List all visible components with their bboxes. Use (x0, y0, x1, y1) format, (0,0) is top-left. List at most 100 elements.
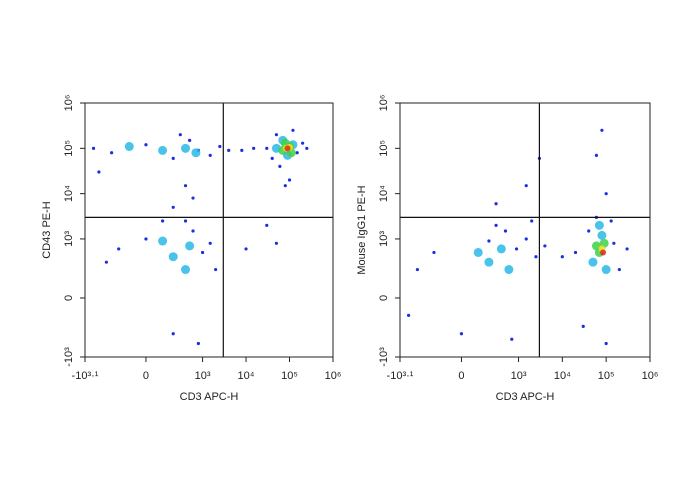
data-point (295, 151, 299, 155)
x-tick-label: 0 (458, 370, 464, 382)
x-axis-label: CD3 APC-H (180, 391, 239, 403)
data-point (227, 148, 231, 153)
data-point (208, 153, 212, 157)
data-point (274, 241, 279, 245)
data-point (524, 237, 528, 241)
data-point (214, 267, 218, 272)
data-point (191, 229, 195, 233)
x-tick-label: 10⁴ (238, 370, 255, 382)
data-point (171, 156, 175, 160)
data-point (573, 250, 578, 255)
y-tick-label: -10³ (378, 347, 390, 367)
data-point (530, 219, 534, 223)
data-point (244, 247, 248, 251)
data-point (604, 192, 608, 196)
data-point (604, 341, 608, 346)
data-point (612, 241, 616, 245)
data-point (185, 241, 195, 251)
x-tick-label: 10⁵ (598, 370, 615, 382)
data-point (291, 128, 295, 132)
data-point (617, 267, 621, 272)
data-point (158, 236, 168, 246)
y-tick-label: 10³ (378, 231, 390, 247)
data-point (144, 237, 148, 241)
data-point (252, 146, 256, 150)
data-point (560, 255, 564, 259)
data-point (581, 324, 585, 328)
x-tick-label: 10⁵ (281, 370, 298, 382)
data-point (594, 153, 599, 157)
data-point (274, 133, 279, 137)
x-tick-label: 0 (143, 370, 149, 382)
data-point (473, 247, 483, 257)
y-tick-label: 0 (63, 295, 75, 301)
y-tick-label: 10⁵ (63, 140, 75, 157)
y-tick-label: 10⁴ (63, 185, 75, 202)
data-point (510, 337, 514, 341)
data-point (484, 257, 494, 267)
data-point (594, 220, 604, 230)
data-point (270, 156, 274, 160)
plot-frame (84, 102, 334, 358)
y-tick-label: 10⁶ (378, 95, 390, 112)
data-point (287, 178, 292, 182)
data-point (104, 260, 108, 264)
data-point (265, 146, 269, 150)
data-point (240, 148, 244, 153)
data-point (161, 219, 165, 223)
data-point (543, 244, 547, 248)
data-point (91, 146, 96, 150)
plot-points (91, 128, 309, 346)
data-point (432, 250, 436, 255)
x-tick-label: 10³ (511, 370, 527, 382)
y-tick-label: -10³ (63, 347, 75, 367)
data-point (496, 244, 506, 254)
data-point (171, 205, 175, 209)
data-point (301, 141, 305, 145)
x-tick-label: -10³·¹ (387, 370, 414, 382)
x-tick-label: 10⁶ (325, 370, 342, 382)
data-point (503, 229, 508, 233)
data-point (601, 265, 611, 275)
y-tick-label: 10⁵ (378, 140, 390, 157)
data-point (208, 241, 212, 245)
data-point (183, 184, 188, 188)
data-point (600, 249, 607, 256)
data-point (191, 196, 195, 200)
data-point (124, 141, 134, 151)
data-point (178, 133, 182, 137)
data-point (218, 144, 222, 149)
data-point (587, 229, 591, 233)
data-point (406, 313, 411, 317)
x-axis-label: CD3 APC-H (496, 391, 555, 403)
y-tick-label: 10³ (63, 231, 75, 247)
data-point (283, 184, 287, 188)
data-point (168, 252, 178, 262)
data-point (158, 145, 168, 155)
x-tick-label: 10⁴ (554, 370, 571, 382)
y-axis-label: Mouse IgG1 PE-H (356, 185, 368, 274)
data-point (494, 202, 498, 206)
data-point (200, 250, 205, 255)
y-tick-label: 10⁶ (63, 95, 75, 112)
data-point (415, 267, 420, 272)
data-point (196, 341, 200, 346)
data-point (144, 143, 148, 147)
y-axis-label: CD43 PE-H (41, 201, 53, 259)
plot-points (406, 128, 629, 346)
plot-frame (399, 102, 651, 358)
data-point (191, 148, 201, 158)
data-point (534, 255, 538, 259)
data-point (284, 145, 291, 152)
x-tick-label: 10³ (195, 370, 211, 382)
data-point (524, 184, 528, 188)
data-point (487, 239, 491, 243)
data-point (609, 219, 613, 223)
data-point (110, 151, 114, 155)
data-point (171, 332, 175, 336)
x-tick-label: -10³·¹ (72, 370, 99, 382)
data-point (588, 257, 598, 267)
data-point (494, 223, 498, 227)
x-tick-label: 10⁶ (642, 370, 659, 382)
